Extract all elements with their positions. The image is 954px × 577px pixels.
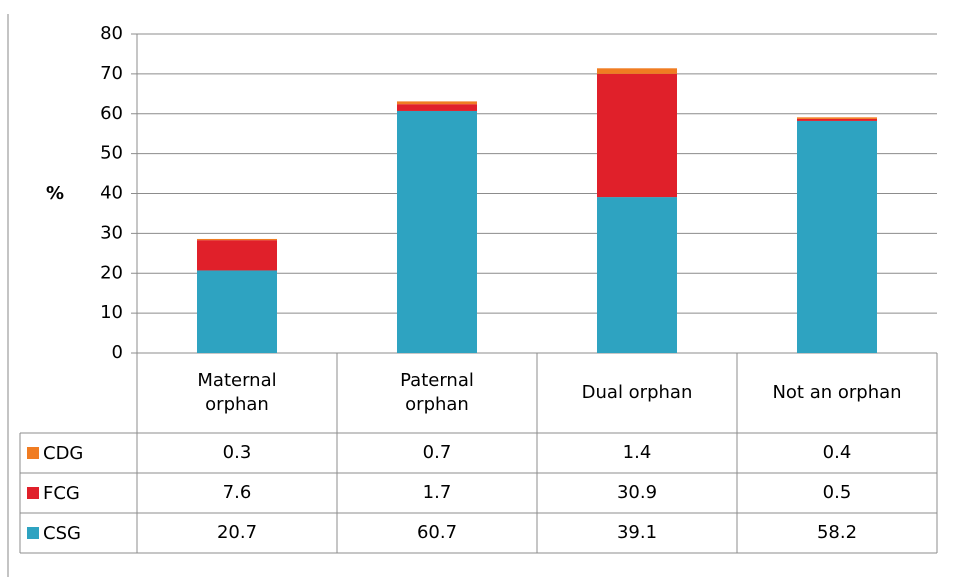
- table-value: 1.7: [422, 482, 452, 503]
- bar-segment: [597, 68, 677, 74]
- category-label: Not an orphan: [772, 382, 902, 403]
- y-tick-label: 10: [100, 302, 123, 323]
- table-value: 0.4: [822, 442, 852, 463]
- y-tick-label: 60: [100, 103, 123, 124]
- bar-segment: [797, 117, 877, 119]
- table-value: 20.7: [216, 522, 258, 543]
- bar-segment: [797, 120, 877, 354]
- bar-segment: [197, 238, 277, 241]
- y-tick-label: 20: [100, 262, 123, 283]
- table-value: 7.6: [222, 482, 252, 503]
- table-value: 0.7: [422, 442, 452, 463]
- bar-segment: [197, 240, 277, 271]
- legend-label: FCG: [43, 483, 80, 504]
- y-tick-label: 80: [100, 23, 123, 44]
- bar-segment: [797, 118, 877, 121]
- table-value: 58.2: [816, 522, 858, 543]
- legend-swatch: [27, 447, 39, 459]
- table-value: 39.1: [616, 522, 658, 543]
- y-tick-label: 70: [100, 63, 123, 84]
- table-value: 60.7: [416, 522, 458, 543]
- table-value: 30.9: [616, 482, 658, 503]
- category-label: Maternal orphan: [197, 370, 277, 415]
- table-value: 1.4: [622, 442, 652, 463]
- table-value: 0.3: [222, 442, 252, 463]
- category-label: Dual orphan: [581, 382, 693, 403]
- category-label: Paternal orphan: [400, 370, 474, 415]
- legend-swatch: [27, 527, 39, 539]
- legend-swatch: [27, 487, 39, 499]
- bar-segment: [397, 110, 477, 354]
- legend-label: CDG: [43, 443, 83, 464]
- y-tick-label: 30: [100, 222, 123, 243]
- y-axis-label: %: [46, 183, 64, 204]
- table-value: 0.5: [822, 482, 852, 503]
- bar-segment: [397, 104, 477, 111]
- bar-segment: [597, 197, 677, 353]
- bar-segment: [597, 73, 677, 198]
- y-tick-label: 0: [112, 342, 123, 363]
- y-tick-label: 50: [100, 143, 123, 164]
- y-tick-label: 40: [100, 183, 123, 204]
- bar-segment: [397, 101, 477, 105]
- bar-segment: [197, 270, 277, 353]
- legend-label: CSG: [43, 523, 81, 544]
